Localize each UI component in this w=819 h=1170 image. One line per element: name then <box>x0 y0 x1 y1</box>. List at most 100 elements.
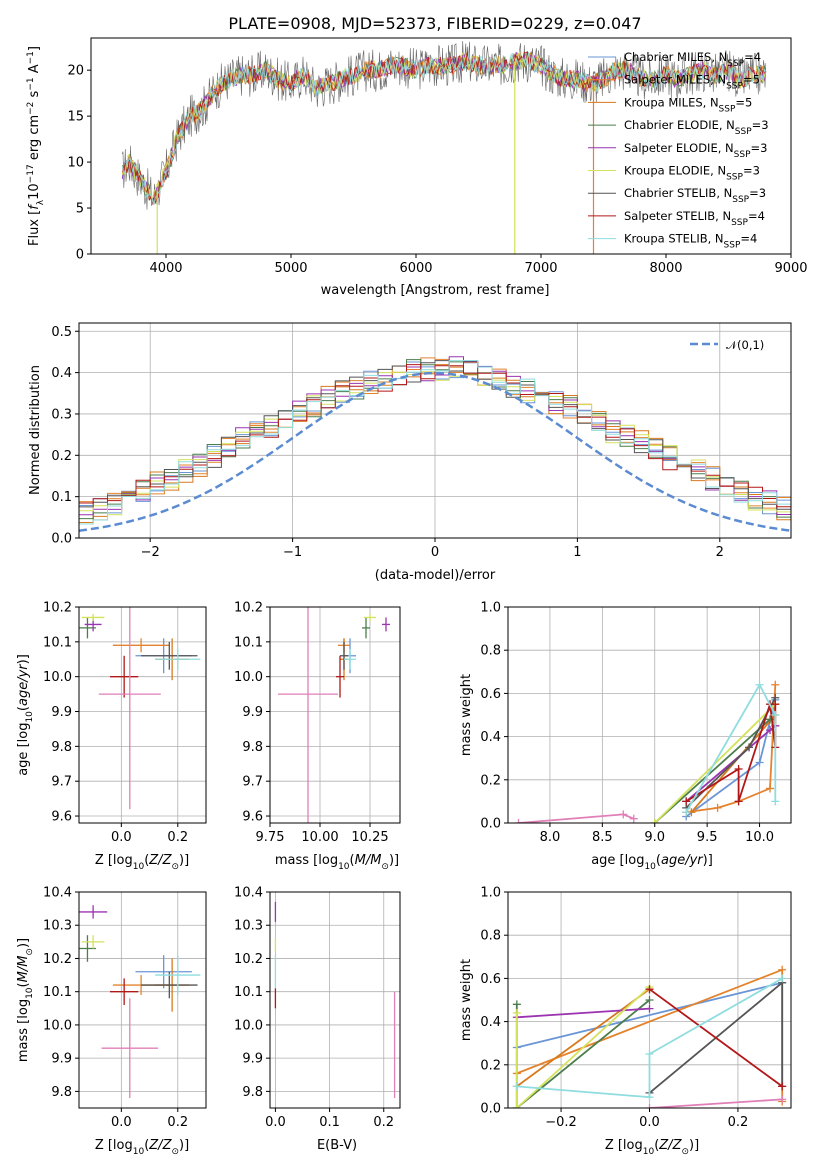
mass-weight-marker <box>645 985 654 994</box>
mass-weight-marker <box>771 700 780 709</box>
y-tick-label: 9.7 <box>242 775 263 790</box>
histogram-step <box>79 361 791 518</box>
legend-entry: Kroupa STELIB, NSSP=4 <box>624 232 757 251</box>
x-tick-label: 0.2 <box>728 1115 749 1130</box>
histogram-x-axis-label: (data-model)/error <box>375 568 496 583</box>
x-tick-label: 0 <box>431 545 439 560</box>
spectrum-y-axis-label: Flux [fλ10−17 erg cm−2 s−1 A−1] <box>26 46 46 246</box>
legend-entry: Salpeter STELIB, NSSP=4 <box>624 209 765 228</box>
mass-age-x-label: mass [log10(M/M⊙)] <box>275 853 399 872</box>
y-tick-label: 9.8 <box>242 1085 263 1100</box>
histogram-axes: −2 −1 0 1 2 0.0 0.1 0.2 0.3 0.4 0.5 <box>51 322 792 560</box>
y-tick-label: 15 <box>67 110 84 125</box>
y-tick-label: 10.1 <box>234 985 263 1000</box>
x-tick-label: 0.0 <box>111 830 132 845</box>
histogram-step <box>79 359 791 522</box>
plot-area <box>121 40 767 254</box>
x-tick-label: 10.25 <box>351 830 388 845</box>
x-tick-label: 1 <box>573 545 581 560</box>
y-tick-label: 0.8 <box>480 644 501 659</box>
y-tick-label: 0.4 <box>480 1015 501 1030</box>
x-tick-label: 9.5 <box>697 830 718 845</box>
mass-weight-marker <box>645 1093 654 1102</box>
mass-weight-marker <box>771 711 780 719</box>
y-tick-label: 10.1 <box>234 635 263 650</box>
mass-weight-marker <box>682 808 691 817</box>
x-tick-label: 9.0 <box>644 830 665 845</box>
legend-entry: Kroupa ELODIE, NSSP=3 <box>624 164 760 183</box>
y-tick-label: 0.3 <box>51 407 72 422</box>
histogram-step <box>79 371 791 517</box>
x-tick-label: 0.2 <box>373 1115 394 1130</box>
mass-weight-marker <box>650 819 659 823</box>
x-tick-label: 8.0 <box>540 830 561 845</box>
x-tick-label: 2 <box>716 545 724 560</box>
x-tick-label: −0.2 <box>545 1115 577 1130</box>
z-age-axes: 0.0 0.2 9.6 9.7 9.8 9.9 10.0 10.1 10.2 <box>43 601 207 845</box>
y-tick-label: 9.6 <box>51 810 72 825</box>
figure-title: PLATE=0908, MJD=52373, FIBERID=0229, z=0… <box>228 14 641 33</box>
mass-weight-marker <box>629 814 638 823</box>
spectrum-x-axis-label: wavelength [Angstrom, rest frame] <box>321 283 550 298</box>
y-tick-label: 10.2 <box>234 952 263 967</box>
y-tick-label: 10.0 <box>234 670 263 685</box>
spectrum-legend: Chabrier MILES, NSSP=4 Salpeter MILES, NS… <box>588 50 769 251</box>
z-weight-y-label: mass weight <box>459 959 474 1041</box>
axes-frame <box>269 891 401 1109</box>
y-tick-label: 10.0 <box>234 1018 263 1033</box>
y-tick-label: 20 <box>67 64 84 79</box>
axes-frame <box>78 891 207 1109</box>
mass-weight-marker <box>771 680 780 689</box>
y-tick-label: 9.9 <box>51 1052 72 1067</box>
plot-area <box>514 680 780 823</box>
x-tick-label: 6000 <box>399 261 432 276</box>
x-tick-label: 0.2 <box>167 1115 188 1130</box>
mass-weight-marker <box>512 1000 521 1009</box>
histogram-y-axis-label: Normed distribution <box>28 365 43 495</box>
y-tick-label: 9.8 <box>51 1085 72 1100</box>
age-weight-x-label: age [log10(age/yr)] <box>591 853 713 872</box>
mass-weight-marker <box>778 1095 787 1104</box>
y-tick-label: 10.2 <box>234 601 263 616</box>
mass-weight-marker <box>755 758 764 767</box>
y-tick-label: 1.0 <box>480 601 501 616</box>
mass-weight-marker <box>645 1104 654 1108</box>
x-tick-label: 0.0 <box>639 1115 660 1130</box>
mass-weight-marker <box>645 1050 654 1058</box>
histogram-step <box>79 360 791 526</box>
normal-legend-label: 𝒩(0,1) <box>726 338 764 352</box>
axes-frame <box>78 606 207 824</box>
mass-weight-marker <box>512 1082 521 1091</box>
mass-weight-marker <box>755 680 764 689</box>
y-tick-label: 0.2 <box>480 773 501 788</box>
y-tick-label: 9.8 <box>242 740 263 755</box>
x-tick-label: 8.5 <box>592 830 613 845</box>
mass-weight-marker <box>512 1104 521 1108</box>
z-weight-axes: −0.2 0.0 0.2 0.0 0.2 0.4 0.6 0.8 1.0 <box>480 886 792 1130</box>
x-tick-label: 7000 <box>524 261 557 276</box>
age-weight-axes: 8.0 8.5 9.0 9.5 10.0 0.0 0.2 0.4 0.6 0.8 1.0 <box>480 601 792 845</box>
axes-frame <box>90 37 792 255</box>
y-tick-label: 10.1 <box>43 985 72 1000</box>
y-tick-label: 0.0 <box>51 532 72 547</box>
y-tick-label: 9.9 <box>242 1052 263 1067</box>
y-tick-label: 10.0 <box>43 670 72 685</box>
y-tick-label: 0.2 <box>480 1058 501 1073</box>
y-tick-label: 10.4 <box>43 886 72 901</box>
ebv-mass-axes: 0.0 0.1 0.2 9.8 9.9 10.0 10.1 10.2 10.3 10.4 <box>234 886 401 1130</box>
y-tick-label: 0.4 <box>51 366 72 381</box>
mass-weight-marker <box>645 996 654 1004</box>
mass-weight-line <box>516 977 783 1099</box>
y-tick-label: 0.6 <box>480 687 501 702</box>
mass-weight-line <box>516 1007 650 1019</box>
x-tick-label: −2 <box>141 545 160 560</box>
axes-frame <box>507 606 792 824</box>
mass-weight-marker <box>512 1008 521 1017</box>
legend-entry: Kroupa MILES, NSSP=5 <box>624 95 752 114</box>
y-tick-label: 10.2 <box>43 952 72 967</box>
plot-area <box>79 905 201 1099</box>
axes-frame <box>269 606 401 824</box>
y-tick-label: 9.7 <box>51 775 72 790</box>
y-tick-label: 0.6 <box>480 972 501 987</box>
